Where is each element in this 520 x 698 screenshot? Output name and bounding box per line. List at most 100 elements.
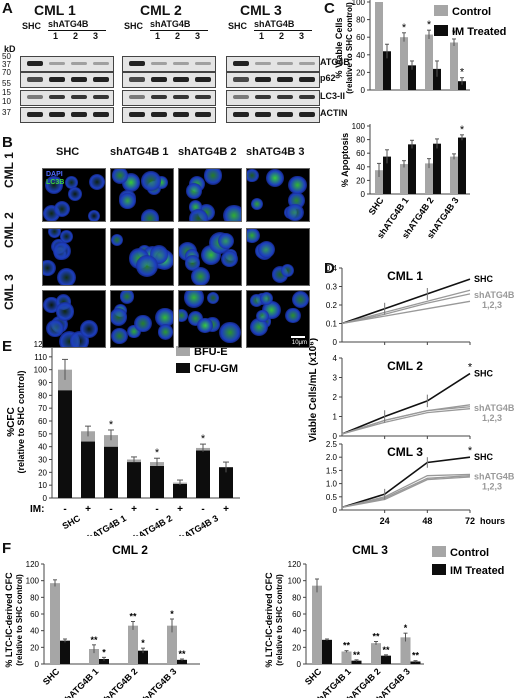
cell-nucleus <box>140 171 161 191</box>
bar-im <box>99 659 109 664</box>
x-category-label: SHC <box>41 666 62 687</box>
bar-im <box>408 65 416 90</box>
bar-cfu-gm <box>58 390 72 498</box>
cell-nucleus <box>179 309 188 323</box>
y-tick-label: 0 <box>361 190 366 199</box>
protein-band <box>151 95 167 99</box>
legend-swatch-im <box>434 25 448 36</box>
y-tick-label: 100 <box>26 577 40 586</box>
cell-nucleus <box>59 230 73 243</box>
bar-bfu-e <box>58 369 72 391</box>
protein-band <box>233 60 249 66</box>
microscopy-column-label: SHC <box>56 146 80 158</box>
protein-band <box>129 60 145 66</box>
legend-swatch-im <box>432 564 446 575</box>
bar-im <box>381 655 391 664</box>
protein-band <box>49 111 65 117</box>
cell-nucleus <box>251 197 264 210</box>
legend-label-control: Control <box>450 547 489 559</box>
y-tick-label: 60 <box>38 417 47 426</box>
legend-swatch-cfu <box>176 363 190 373</box>
y-tick-label: 80 <box>38 391 47 400</box>
protein-band <box>93 76 109 82</box>
significance-mark: ** <box>90 635 98 645</box>
blot-strip <box>122 72 216 88</box>
significance-mark: ** <box>353 650 361 660</box>
bar-im <box>177 659 187 664</box>
cell-nucleus <box>88 173 105 191</box>
bar-im <box>433 143 441 194</box>
series-label-shatg4b-sub: 1,2,3 <box>482 413 502 423</box>
panel-label-d: D <box>324 260 335 277</box>
bar-control <box>450 42 458 90</box>
lane-number: 1 <box>53 31 59 41</box>
protein-band <box>151 111 167 117</box>
protein-band <box>195 61 211 65</box>
kd-label: kD <box>4 44 16 54</box>
microscopy-row-label: CML 2 <box>2 212 16 248</box>
im-label: IM: <box>30 504 44 515</box>
protein-band <box>151 61 167 65</box>
bar-im <box>351 660 362 664</box>
bar-bfu-e <box>104 435 118 447</box>
microscopy-column-label: shATG4B 1 <box>110 146 169 158</box>
lane-number: 2 <box>279 31 285 41</box>
protein-band <box>49 61 65 65</box>
x-tick-label: 24 <box>380 516 390 526</box>
stain-label-dapi: DAPI <box>46 171 63 178</box>
bar-cfu-gm <box>150 465 164 498</box>
bar-control <box>375 2 383 90</box>
legend-label-im: IM Treated <box>450 565 504 577</box>
y-tick-label: 0.5 <box>326 493 338 502</box>
protein-band <box>233 76 249 82</box>
y-tick-label: 60 <box>356 33 365 42</box>
significance-star: * <box>460 124 465 136</box>
blot-title-cml1: CML 1 <box>34 2 76 18</box>
significance-mark: * <box>404 623 408 633</box>
y-tick-label: 100 <box>288 577 302 586</box>
bar-im <box>383 51 391 90</box>
lane-number: 2 <box>175 31 181 41</box>
cell-nucleus <box>56 302 75 321</box>
micrograph: DAPI LC3B <box>42 168 106 222</box>
protein-band <box>49 95 65 99</box>
kd-tick: 37 <box>2 108 11 117</box>
micrograph <box>178 290 242 348</box>
blot-strip <box>20 107 114 123</box>
panel-label-f: F <box>2 540 12 557</box>
cell-nucleus <box>286 203 304 221</box>
y-tick-label: 110 <box>34 353 47 362</box>
panel-label-a: A <box>2 0 13 17</box>
panel-label-b: B <box>2 134 13 151</box>
bar-control <box>312 585 322 664</box>
lane-number: 1 <box>155 31 161 41</box>
panel-label-c: C <box>324 0 335 17</box>
legend-label-bfu: BFU-E <box>194 346 228 358</box>
cell-nucleus <box>43 259 56 276</box>
series-label-shatg4b: shATG4B <box>474 403 515 413</box>
scale-bar-label: 10μm <box>291 340 307 346</box>
protein-band <box>299 61 315 65</box>
bar-im <box>458 81 466 90</box>
x-group-label: shATG4B 3 <box>174 513 220 536</box>
y-tick-label: 40 <box>38 443 47 452</box>
cell-nucleus <box>155 307 173 328</box>
series-line-shatg4b <box>341 406 471 435</box>
x-category-label: SHC <box>367 195 386 217</box>
significance-mark: ** <box>382 645 390 655</box>
kd-tick: 15 <box>2 88 11 97</box>
y-axis-label-apoptosis: % Apoptosis <box>340 133 350 187</box>
y-tick-label: 30 <box>38 456 47 465</box>
y-tick-label: 3 <box>333 374 338 383</box>
series-label-shatg4b-sub: 1,2,3 <box>482 482 502 492</box>
blot-strip <box>226 72 320 88</box>
protein-band <box>27 95 43 99</box>
y-tick-label: 60 <box>356 149 365 158</box>
cell-nucleus <box>157 324 173 340</box>
bar-control <box>371 643 381 664</box>
bar-control <box>400 37 408 90</box>
lane-bracket <box>150 30 208 31</box>
x-unit-label: hours <box>480 516 505 526</box>
protein-label: ACTIN <box>320 108 348 118</box>
